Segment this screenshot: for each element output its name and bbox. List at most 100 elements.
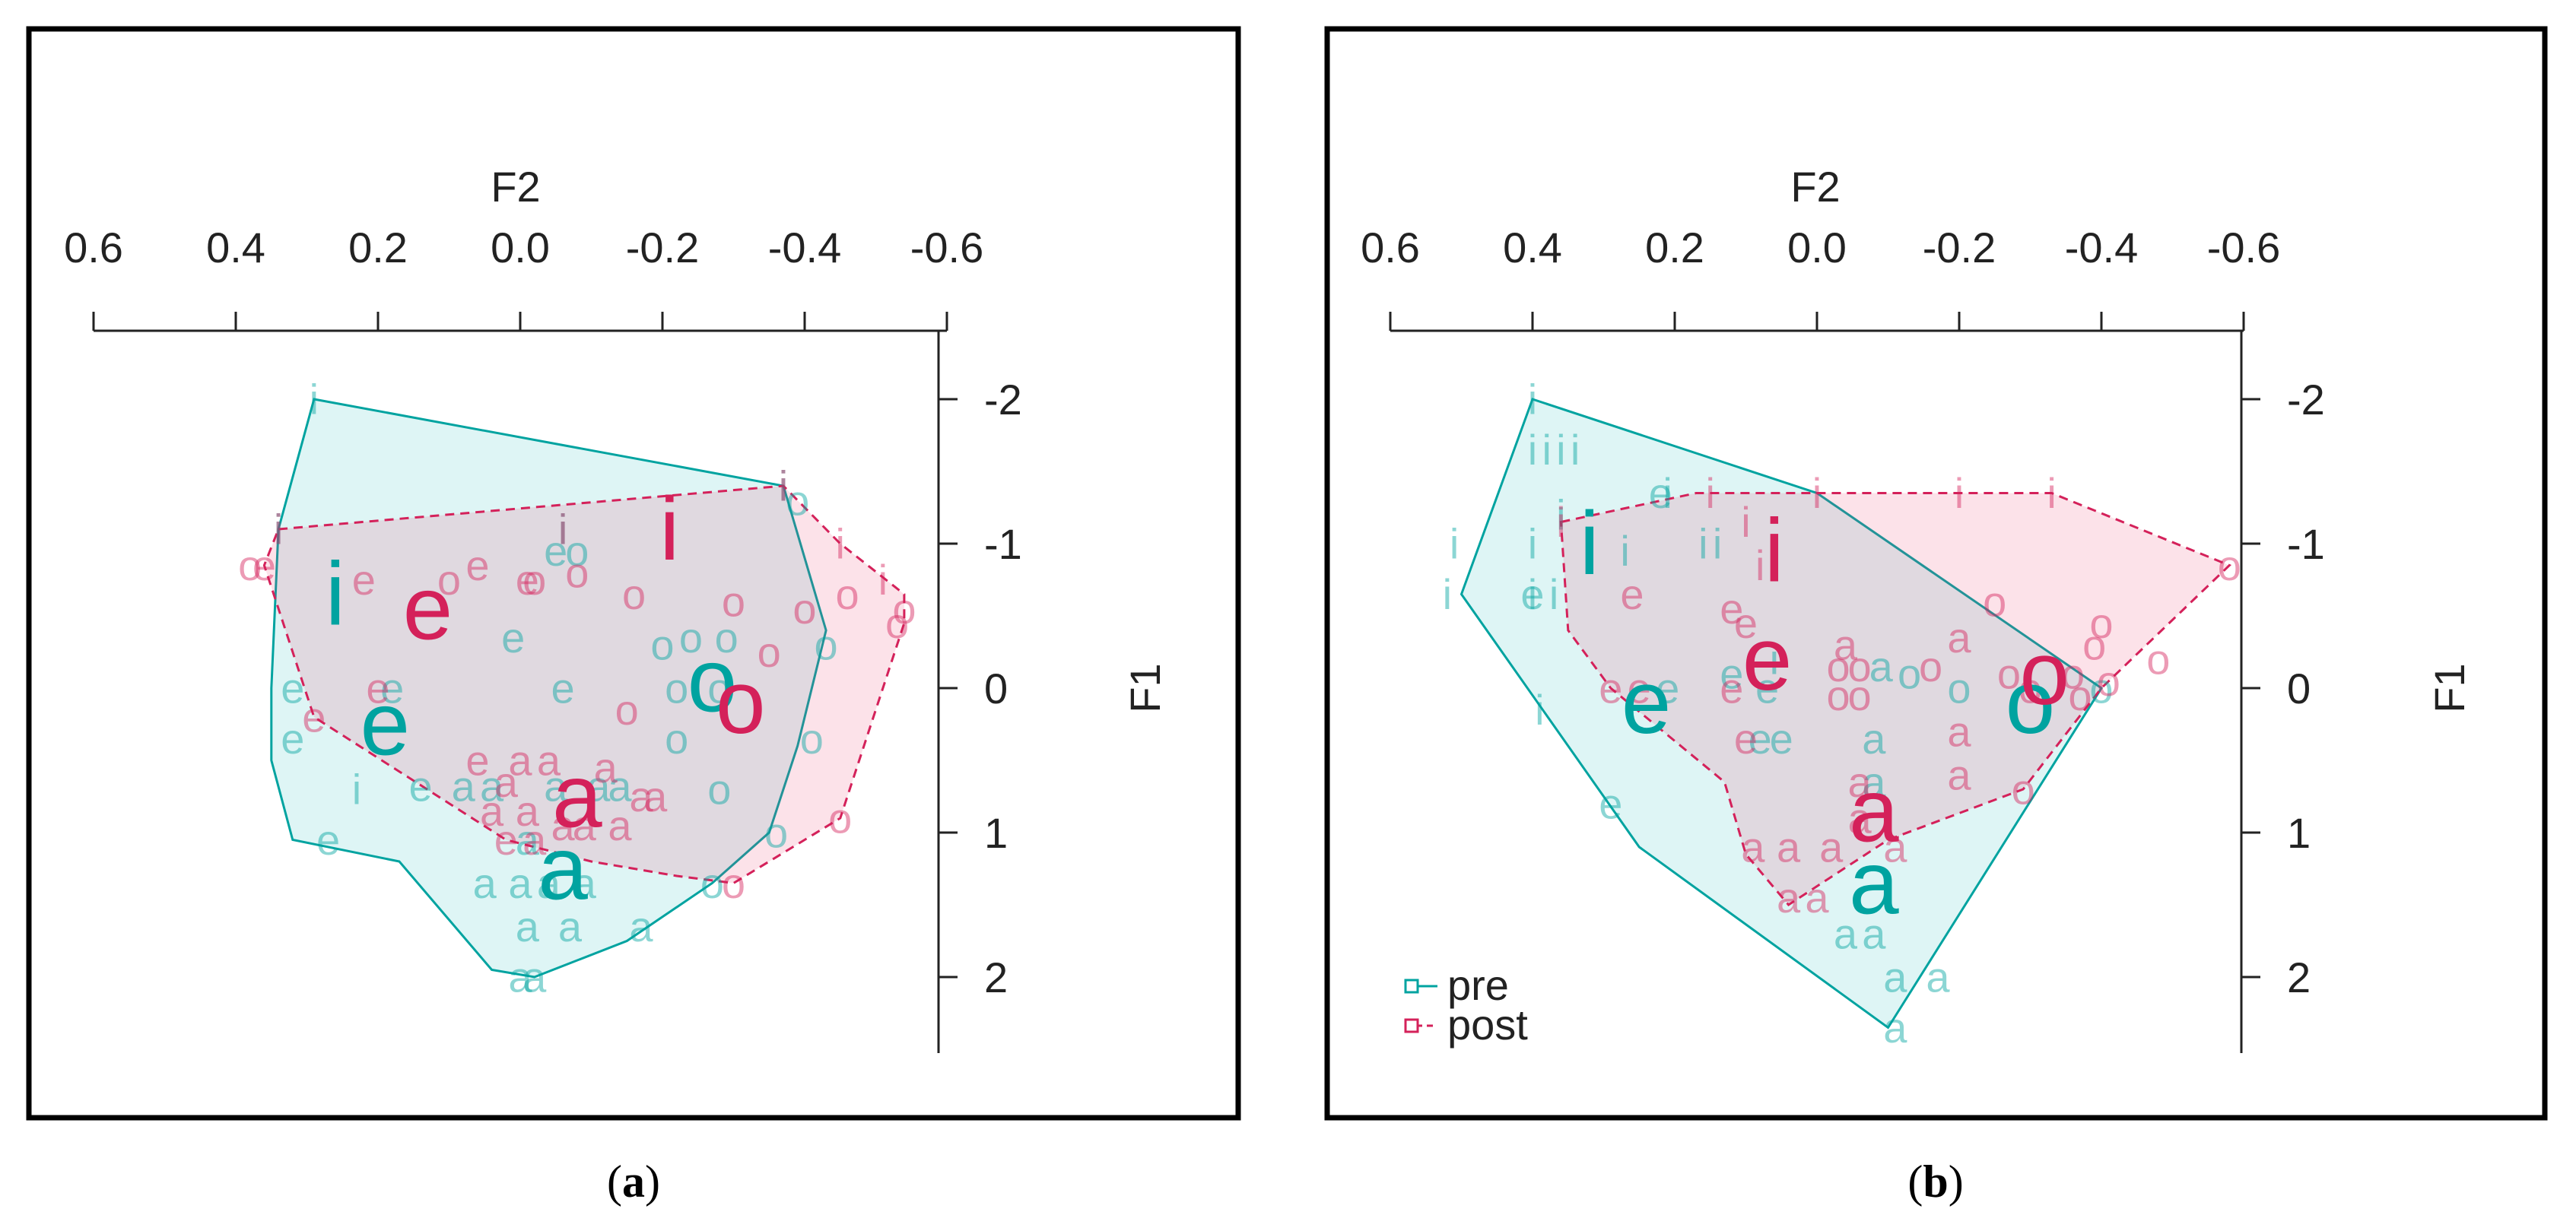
pre-token-e: e [544, 527, 567, 575]
post-token-o: o [885, 599, 909, 647]
post-token-e: e [1734, 715, 1758, 763]
legend-pre-label: pre [1447, 961, 1509, 1009]
pre-token-e: e [316, 816, 340, 864]
pre-token-i: i [1556, 491, 1565, 539]
y-tick-label: -1 [2287, 520, 2325, 568]
legend-post-label: post [1447, 1001, 1528, 1049]
pre-mean-i: i [326, 544, 345, 645]
pre-token-a: a [508, 859, 532, 907]
pre-token-e: e [1649, 469, 1672, 517]
post-token-e: e [253, 541, 276, 589]
post-token-i: i [1556, 498, 1565, 546]
post-token-a: a [643, 773, 668, 820]
pre-token-i: i [1713, 520, 1722, 568]
caption-a: (a) [607, 1156, 660, 1207]
post-token-a: a [1947, 751, 1971, 799]
pre-token-i: i [1535, 686, 1544, 734]
panel-b-frame [1324, 26, 2548, 1121]
pre-token-i: i [1663, 469, 1672, 517]
pre-token-o: o [1947, 665, 1971, 712]
pre-token-o: o [665, 665, 688, 712]
post-token-a: a [1819, 823, 1844, 871]
pre-token-a: a [516, 816, 540, 864]
pre-token-o: o [665, 715, 688, 763]
post-mean-e: e [403, 559, 453, 659]
post-token-i: i [1955, 469, 1964, 517]
y-tick-label: 0 [984, 665, 1008, 712]
pre-token-i: i [1528, 376, 1537, 424]
pre-token-o: o [700, 859, 724, 907]
post-token-a: a [573, 801, 597, 849]
pre-token-e: e [380, 665, 404, 712]
y-tick-label: 2 [984, 953, 1008, 1001]
x-tick-label: -0.4 [768, 224, 842, 271]
post-token-a: a [523, 816, 547, 864]
x-tick-label: -0.6 [910, 224, 984, 271]
pre-mean-a: a [538, 819, 588, 919]
pre-token-i: i [352, 766, 361, 814]
pre-token-o: o [2089, 665, 2113, 712]
pre-token-i: i [1556, 426, 1565, 474]
legend-pre-swatch [1404, 979, 1419, 994]
post-hull [1559, 492, 2232, 906]
post-token-e: e [366, 665, 389, 712]
pre-token-o: o [814, 621, 837, 669]
post-token-a: a [494, 758, 519, 806]
pre-token-o: o [800, 715, 824, 763]
post-token-e: e [1720, 665, 1743, 712]
legend-post-swatch [1404, 1018, 1419, 1033]
post-mean-a: a [1849, 761, 1899, 861]
post-token-o: o [2089, 599, 2113, 647]
y-axis-title: F1 [1121, 663, 1169, 712]
post-token-o: o [2218, 541, 2241, 589]
pre-token-i: i [1620, 527, 1629, 575]
pre-token-o: o [707, 665, 731, 712]
x-tick-label: -0.6 [2207, 224, 2281, 271]
post-token-o: o [758, 628, 781, 676]
pre-token-e: e [1755, 665, 1779, 712]
x-tick-label: -0.2 [1923, 224, 1996, 271]
post-token-a: a [594, 744, 618, 792]
post-token-o: o [1848, 671, 1872, 719]
x-tick-label: -0.2 [626, 224, 700, 271]
pre-token-e: e [1520, 570, 1544, 618]
pre-token-i: i [558, 506, 567, 554]
pre-token-o: o [715, 614, 738, 662]
post-token-e: e [494, 816, 518, 864]
post-token-o: o [722, 859, 745, 907]
post-token-i: i [2047, 469, 2056, 517]
post-mean-o: o [2019, 623, 2069, 724]
pre-token-a: a [1862, 910, 1886, 958]
pre-mean-e: e [1622, 652, 1672, 753]
post-mean-i: i [659, 479, 679, 579]
post-token-i: i [1812, 469, 1822, 517]
post-token-o: o [615, 686, 639, 734]
post-token-o: o [2146, 636, 2170, 684]
pre-hull [270, 398, 827, 979]
post-token-a: a [1947, 708, 1971, 756]
post-token-e: e [1620, 570, 1644, 618]
post-token-a: a [608, 801, 632, 849]
pre-token-i: i [779, 462, 788, 510]
post-token-e: e [465, 737, 489, 785]
pre-token-i: i [1450, 520, 1459, 568]
pre-token-i: i [1528, 520, 1537, 568]
x-axis-title: F2 [491, 163, 540, 211]
post-token-o: o [2097, 657, 2120, 705]
pre-token-a: a [480, 763, 504, 811]
pre-token-e: e [281, 715, 304, 763]
y-tick-label: 2 [2287, 953, 2311, 1001]
pre-token-e: e [1770, 715, 1793, 763]
pre-token-e: e [281, 665, 304, 712]
post-token-o: o [238, 541, 262, 589]
pre-token-a: a [558, 903, 583, 950]
pre-mean-e: e [361, 674, 411, 775]
x-tick-label: 0.4 [206, 224, 265, 271]
pre-token-a: a [523, 953, 547, 1001]
pre-token-a: a [1869, 642, 1894, 690]
post-token-a: a [508, 737, 532, 785]
post-token-o: o [437, 556, 461, 604]
pre-token-a: a [508, 953, 532, 1001]
pre-token-o: o [565, 527, 589, 575]
